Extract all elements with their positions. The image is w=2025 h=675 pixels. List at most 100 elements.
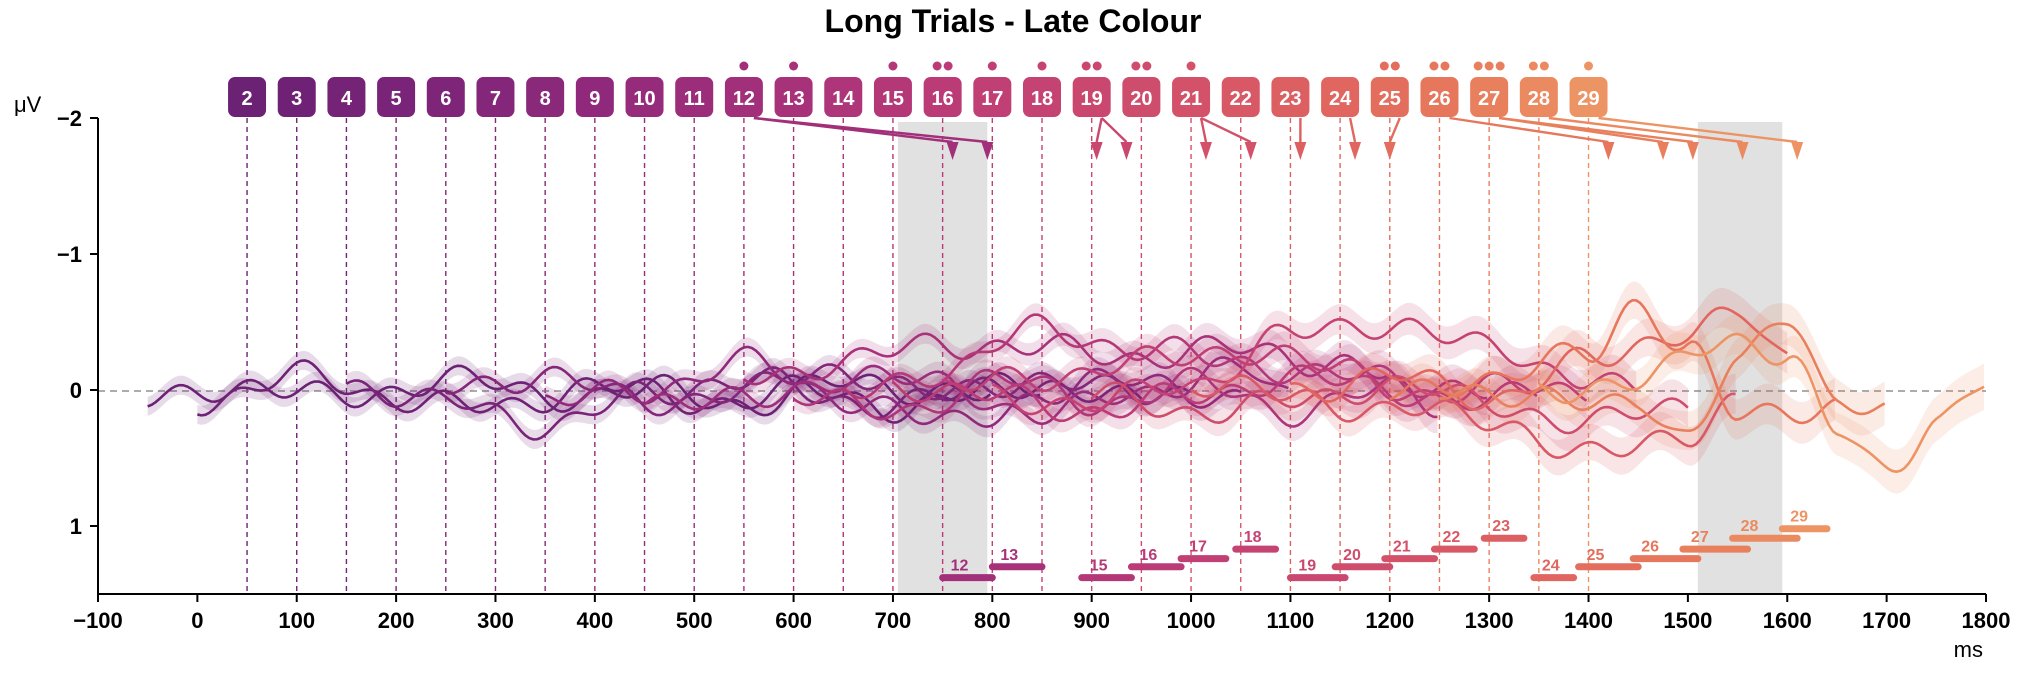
y-tick-label: 0 bbox=[70, 378, 82, 403]
significance-bar-label: 27 bbox=[1691, 529, 1709, 546]
significance-bar-label: 12 bbox=[951, 558, 969, 575]
significance-bar-label: 21 bbox=[1393, 539, 1411, 556]
pointer-line bbox=[753, 116, 988, 144]
x-tick-label: 1200 bbox=[1365, 608, 1414, 633]
onset-badge-label: 23 bbox=[1279, 88, 1301, 110]
onset-badge: 8 bbox=[526, 77, 565, 117]
onset-badge-label: 27 bbox=[1478, 88, 1500, 110]
onset-badge: 23 bbox=[1271, 77, 1310, 117]
x-tick-label: 100 bbox=[278, 608, 315, 633]
onset-dot bbox=[1186, 61, 1196, 71]
pointer-line bbox=[1200, 116, 1252, 144]
error-band bbox=[545, 337, 1241, 438]
onset-dot bbox=[888, 61, 898, 71]
onset-badge-box bbox=[774, 77, 813, 117]
onset-badge-box bbox=[625, 77, 664, 117]
x-tick-label: −100 bbox=[73, 608, 123, 633]
onset-badge: 12 bbox=[724, 61, 763, 117]
erp-line bbox=[1389, 298, 1836, 425]
onset-dot bbox=[789, 61, 799, 71]
onset-badge-box bbox=[873, 77, 912, 117]
erp-line bbox=[1439, 322, 1886, 433]
onset-badge: 18 bbox=[1023, 61, 1061, 117]
onset-badge-label: 8 bbox=[540, 88, 551, 110]
pointer-line bbox=[1199, 117, 1208, 143]
onset-badge: 28 bbox=[1519, 61, 1558, 117]
error-band bbox=[1091, 360, 1688, 452]
pointer-arrowhead bbox=[1383, 142, 1396, 160]
onset-badge: 17 bbox=[973, 61, 1012, 117]
y-tick-label: 1 bbox=[70, 514, 82, 539]
onset-dot bbox=[1142, 61, 1152, 71]
x-tick-label: 1400 bbox=[1564, 608, 1613, 633]
pointer-line bbox=[1348, 117, 1357, 143]
x-tick-label: 1700 bbox=[1862, 608, 1911, 633]
erp-line bbox=[1190, 374, 1736, 459]
erp-line bbox=[792, 366, 1438, 428]
x-tick-label: 1000 bbox=[1167, 608, 1216, 633]
x-tick-label: 700 bbox=[875, 608, 912, 633]
onset-badge: 21 bbox=[1172, 61, 1211, 117]
x-tick-label: 1800 bbox=[1962, 608, 2011, 633]
pointer-arrowhead bbox=[1244, 142, 1257, 160]
error-band bbox=[892, 350, 1537, 433]
onset-badge-label: 10 bbox=[633, 88, 655, 110]
onset-dot bbox=[1092, 61, 1102, 71]
onset-badge: 26 bbox=[1420, 61, 1459, 117]
onset-badge-box bbox=[1023, 77, 1061, 117]
pointer-arrowhead bbox=[1791, 142, 1804, 160]
pointer-arrowhead bbox=[1602, 142, 1615, 160]
onset-dot bbox=[987, 61, 997, 71]
onset-badge-label: 9 bbox=[589, 88, 600, 110]
onset-dot bbox=[1440, 61, 1450, 71]
erp-line bbox=[445, 363, 1190, 417]
onset-dot bbox=[1390, 61, 1400, 71]
pointer-line bbox=[1388, 117, 1401, 143]
onset-badge-label: 20 bbox=[1130, 88, 1152, 110]
onset-badge-label: 17 bbox=[981, 88, 1003, 110]
onset-badge: 11 bbox=[675, 77, 714, 117]
x-tick-label: 1100 bbox=[1267, 608, 1315, 633]
x-tick-label: 1300 bbox=[1465, 608, 1514, 633]
pointer-arrowhead bbox=[981, 142, 994, 160]
onset-dot bbox=[1539, 61, 1549, 71]
onset-dot bbox=[932, 61, 942, 71]
onset-dot bbox=[739, 61, 749, 71]
onset-badge: 29 bbox=[1569, 61, 1608, 117]
onset-badge: 25 bbox=[1370, 61, 1409, 117]
significance-bar-label: 18 bbox=[1244, 529, 1262, 546]
onset-badge-label: 22 bbox=[1230, 88, 1252, 110]
onset-lines bbox=[246, 118, 1590, 594]
onset-badges: 2 3 4 5 6 7 8 9 10 11 12 13 14 15 16 17 18 19 20 21 22 23 24 25… bbox=[228, 61, 1608, 117]
pointer-line bbox=[1499, 116, 1694, 144]
significance-bar-label: 29 bbox=[1790, 509, 1808, 526]
onset-badge-box bbox=[476, 77, 515, 117]
erp-line bbox=[942, 344, 1588, 404]
onset-badge-label: 15 bbox=[882, 88, 904, 110]
onset-badge-label: 29 bbox=[1577, 88, 1599, 110]
onset-badge: 7 bbox=[476, 77, 515, 117]
onset-badge: 10 bbox=[625, 77, 664, 117]
significance-bar-label: 15 bbox=[1090, 558, 1108, 575]
onset-badge-label: 21 bbox=[1180, 88, 1202, 110]
pointer-arrowhead bbox=[946, 142, 959, 160]
pointer-arrowhead bbox=[1686, 142, 1699, 160]
significance-bar-label: 23 bbox=[1492, 518, 1510, 535]
pointer-arrowhead bbox=[1657, 142, 1670, 160]
onset-dot bbox=[1584, 61, 1594, 71]
x-tick-label: 200 bbox=[378, 608, 415, 633]
onset-dot bbox=[1484, 61, 1494, 71]
error-band bbox=[743, 322, 1388, 394]
erp-line bbox=[197, 359, 1041, 424]
x-tick-label: 500 bbox=[676, 608, 713, 633]
x-tick-label: 900 bbox=[1073, 608, 1110, 633]
onset-badge-label: 12 bbox=[733, 88, 755, 110]
onset-badge-label: 5 bbox=[391, 88, 402, 110]
onset-badge-label: 16 bbox=[932, 88, 954, 110]
significance-bar-label: 19 bbox=[1298, 558, 1316, 575]
onset-badge-label: 7 bbox=[490, 88, 501, 110]
pointer-arrowhead bbox=[1736, 142, 1749, 160]
onset-badge-box bbox=[824, 77, 863, 117]
onset-badge-label: 13 bbox=[782, 88, 804, 110]
onset-badge: 19 bbox=[1072, 61, 1111, 117]
